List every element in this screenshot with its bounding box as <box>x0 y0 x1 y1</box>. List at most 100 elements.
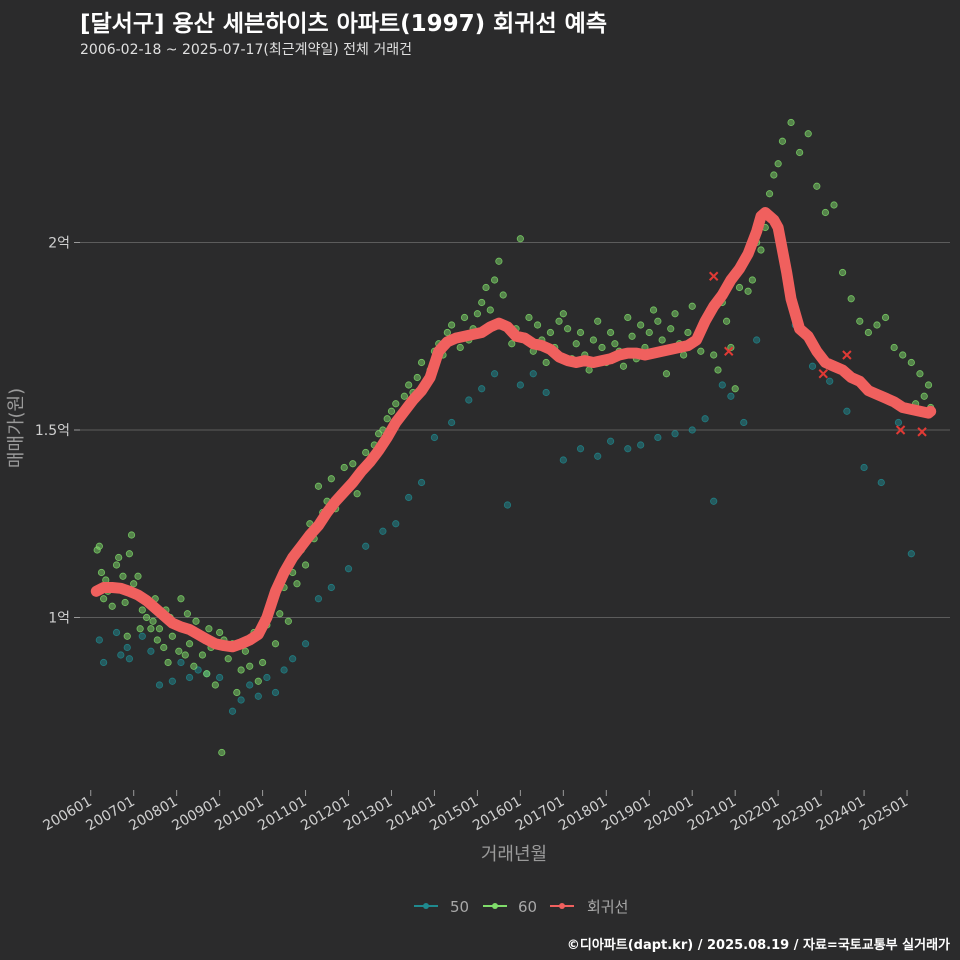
point-60 <box>619 362 628 370</box>
x-tick-label: 201201 <box>298 794 352 835</box>
chart-subtitle: 2006-02-18 ~ 2025-07-17(최근계약일) 전체 거래건 <box>80 42 412 58</box>
point-60 <box>821 208 830 217</box>
point-60 <box>405 381 413 389</box>
point-60 <box>218 748 226 757</box>
point-60 <box>473 310 482 318</box>
point-50 <box>894 418 903 427</box>
x-tick-label: 202401 <box>814 794 868 835</box>
x-marker <box>842 350 852 360</box>
point-60 <box>417 358 426 367</box>
x-tick-label: 201601 <box>470 794 524 835</box>
point-60 <box>177 595 185 603</box>
point-60 <box>353 490 361 498</box>
point-60 <box>142 613 151 622</box>
point-60 <box>413 373 421 382</box>
point-50 <box>216 673 224 682</box>
point-60 <box>770 171 778 179</box>
point-50 <box>503 501 512 509</box>
point-50 <box>362 542 370 550</box>
point-60 <box>276 610 284 618</box>
point-60 <box>727 343 735 352</box>
point-60 <box>456 343 464 352</box>
point-60 <box>735 283 744 292</box>
point-60 <box>160 643 168 652</box>
point-50 <box>263 673 271 682</box>
point-60 <box>314 482 323 490</box>
point-60 <box>246 662 254 670</box>
point-60 <box>97 568 106 577</box>
point-60 <box>585 366 593 374</box>
point-60 <box>185 640 194 648</box>
point-60 <box>555 317 563 325</box>
point-60 <box>224 655 232 663</box>
point-60 <box>443 328 451 337</box>
point-60 <box>486 306 494 314</box>
point-50 <box>701 415 709 423</box>
x-tick-label: 201401 <box>384 794 438 835</box>
point-50 <box>254 692 262 700</box>
point-50 <box>177 658 185 667</box>
point-60 <box>100 595 108 603</box>
point-50 <box>314 595 323 603</box>
point-60 <box>744 287 752 295</box>
point-60 <box>258 658 267 667</box>
point-60 <box>542 358 550 367</box>
x-tick-label: 200901 <box>169 794 223 835</box>
point-60 <box>155 625 164 633</box>
x-tick-label: 202001 <box>642 794 696 835</box>
point-60 <box>611 340 619 348</box>
point-60 <box>907 358 915 367</box>
point-60 <box>301 561 310 569</box>
point-50 <box>860 463 868 472</box>
point-50 <box>808 362 817 370</box>
point-60 <box>293 580 301 588</box>
legend-label-regression: 회귀선 <box>587 898 628 916</box>
point-60 <box>190 662 198 670</box>
point-50 <box>280 666 288 674</box>
point-60 <box>490 276 499 284</box>
y-tick-label: 1.5억 <box>35 423 70 439</box>
point-60 <box>460 313 469 322</box>
point-50 <box>877 478 885 487</box>
point-60 <box>804 130 812 138</box>
point-60 <box>628 332 636 340</box>
point-60 <box>649 306 658 314</box>
point-60 <box>658 336 666 344</box>
point-60 <box>920 392 928 400</box>
point-60 <box>123 632 131 640</box>
point-60 <box>671 310 679 318</box>
point-60 <box>134 572 142 580</box>
point-50 <box>417 478 426 487</box>
point-60 <box>147 625 155 633</box>
point-50 <box>246 681 254 689</box>
x-tick-label: 200701 <box>83 794 137 835</box>
x-tick-label: 201001 <box>212 794 266 835</box>
x-axis-title: 거래년월 <box>481 844 547 865</box>
point-60 <box>362 448 370 457</box>
point-60 <box>645 328 653 337</box>
point-50 <box>237 696 245 704</box>
point-50 <box>405 493 413 502</box>
y-axis-ticks: 1억 1.5억 2억 <box>35 236 80 627</box>
point-50 <box>95 636 103 644</box>
point-60 <box>873 321 881 329</box>
point-60 <box>168 632 176 640</box>
point-60 <box>774 160 782 168</box>
point-60 <box>482 283 490 292</box>
point-60 <box>533 321 542 329</box>
point-50 <box>112 628 121 637</box>
y-axis-title: 매매가(원) <box>6 388 27 468</box>
point-50 <box>155 681 164 689</box>
point-50 <box>228 707 237 715</box>
point-50 <box>185 673 194 682</box>
point-60 <box>697 347 705 355</box>
point-50 <box>907 550 915 558</box>
point-50 <box>125 655 134 663</box>
point-50 <box>606 437 615 445</box>
point-60 <box>624 313 632 322</box>
point-60 <box>890 343 898 352</box>
x-tick-label: 201101 <box>255 794 309 835</box>
credit-footer: ©디아파트(dapt.kr) / 2025.08.19 / 자료=국토교통부 실… <box>566 938 950 953</box>
x-tick-label: 201901 <box>599 794 653 835</box>
legend-dot-60 <box>492 903 498 909</box>
